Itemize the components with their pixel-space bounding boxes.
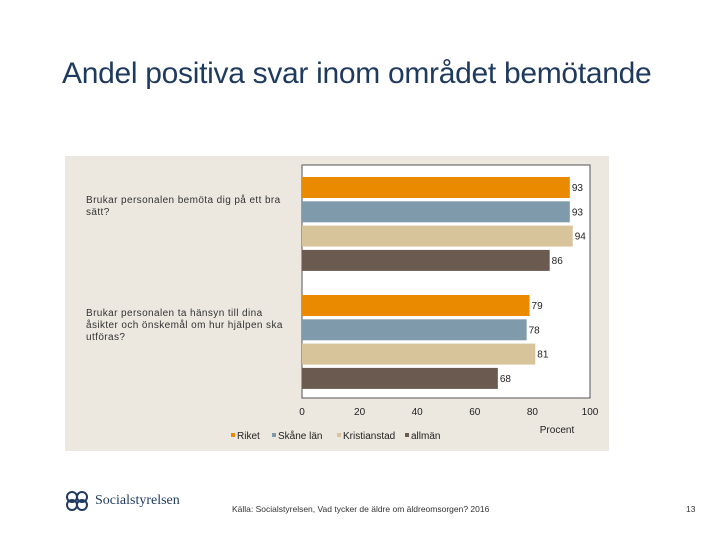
- legend-swatch-2: [272, 433, 276, 437]
- bar-3-1: [302, 225, 573, 247]
- page-number: 13: [686, 504, 696, 514]
- page-title: Andel positiva svar inom området bemötan…: [62, 57, 652, 90]
- data-label-1-2: 79: [532, 301, 544, 312]
- socialstyrelsen-logo: Socialstyrelsen: [65, 490, 180, 512]
- x-tick-label-5: 80: [527, 407, 539, 418]
- x-tick-label-6: 100: [582, 407, 599, 418]
- legend-label-1: Riket: [237, 431, 260, 442]
- legend-swatch-4: [405, 433, 409, 437]
- legend-swatch-3: [337, 433, 341, 437]
- bar-2-1: [302, 201, 570, 223]
- legend-label-2: Skåne län: [278, 430, 322, 442]
- data-label-4-1: 86: [552, 256, 564, 267]
- data-label-3-2: 81: [537, 350, 549, 361]
- bar-1-2: [302, 295, 530, 316]
- x-tick-label-4: 60: [469, 407, 481, 418]
- x-tick-label-3: 40: [412, 407, 424, 418]
- source-note: Källa: Socialstyrelsen, Vad tycker de äl…: [232, 504, 490, 514]
- bar-4-2: [302, 367, 498, 389]
- legend-label-3: Kristianstad: [343, 431, 395, 442]
- legend-swatch-1: [231, 433, 235, 437]
- category-label-1: Brukar personalen bemöta dig på ett bra …: [86, 195, 281, 218]
- data-label-2-2: 78: [529, 325, 541, 336]
- data-label-1-1: 93: [572, 183, 584, 194]
- category-label-2: Brukar personalen ta hänsyn till dina ås…: [86, 308, 283, 343]
- bar-1-1: [302, 177, 570, 198]
- data-label-2-1: 93: [572, 207, 584, 218]
- x-tick-label-2: 20: [354, 407, 366, 418]
- bar-4-1: [302, 249, 550, 271]
- legend-label-4: allmän: [411, 431, 440, 442]
- x-tick-label-1: 0: [299, 407, 305, 418]
- bar-2-2: [302, 319, 527, 341]
- data-label-3-1: 94: [575, 232, 587, 243]
- data-label-4-2: 68: [500, 374, 512, 385]
- logo-emblem-icon: [66, 491, 88, 511]
- bar-3-2: [302, 343, 536, 365]
- x-axis-label: Procent: [540, 425, 575, 436]
- logo-text: Socialstyrelsen: [95, 493, 180, 508]
